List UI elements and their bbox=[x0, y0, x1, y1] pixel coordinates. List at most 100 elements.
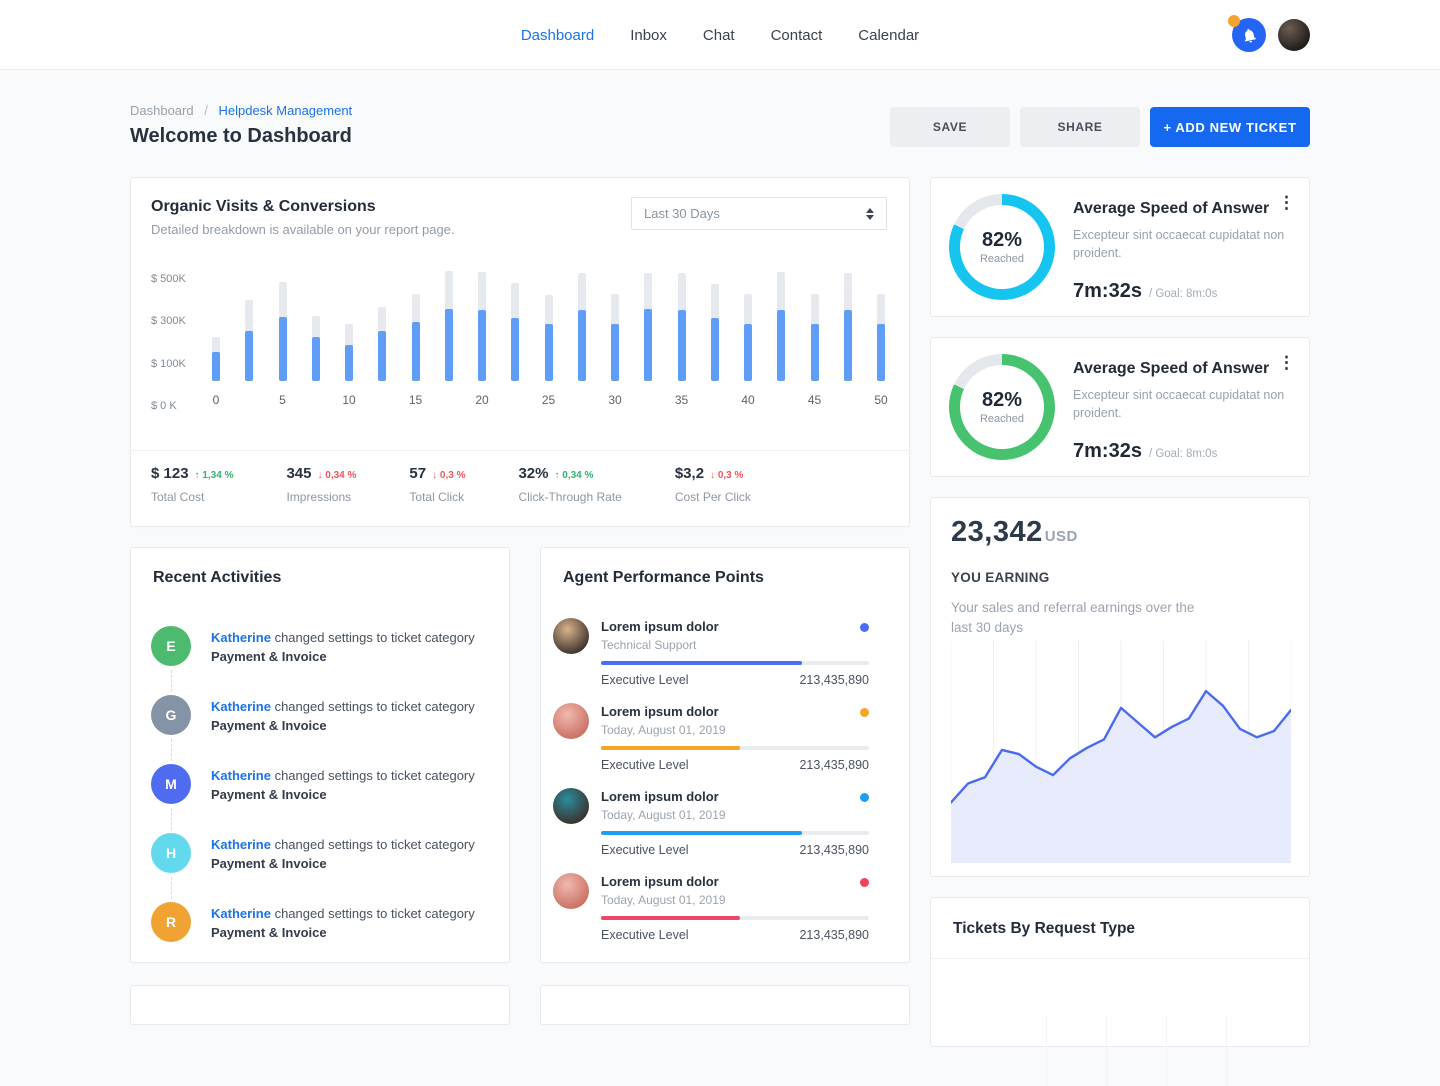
bar-total bbox=[345, 324, 353, 381]
tickets-title: Tickets By Request Type bbox=[953, 920, 1136, 937]
user-avatar[interactable] bbox=[1278, 19, 1310, 51]
divider bbox=[931, 958, 1309, 959]
donut-gauge: 82% Reached bbox=[949, 354, 1055, 460]
speed-card-description: Excepteur sint occaecat cupidatat non pr… bbox=[1073, 228, 1285, 260]
organic-card-subtitle: Detailed breakdown is available on your … bbox=[151, 222, 455, 237]
bar-value bbox=[278, 317, 287, 381]
bar-value bbox=[245, 331, 254, 381]
kpi-stat: $ 123 ↑ 1,34 % Total Cost bbox=[151, 465, 233, 504]
bar-value bbox=[444, 309, 453, 381]
x-axis-label: 50 bbox=[874, 393, 888, 407]
agent-level-label: Executive Level bbox=[601, 758, 689, 772]
agent-points: 213,435,890 bbox=[799, 928, 869, 942]
nav-item-inbox[interactable]: Inbox bbox=[630, 26, 667, 44]
agent-status-dot bbox=[860, 793, 869, 802]
bell-icon bbox=[1244, 28, 1256, 42]
bar-total bbox=[710, 284, 719, 381]
agent-subtitle: Today, August 01, 2019 bbox=[601, 808, 726, 822]
agent-points: 213,435,890 bbox=[799, 843, 869, 857]
bar-total bbox=[444, 271, 453, 381]
agent-points: 213,435,890 bbox=[799, 758, 869, 772]
activity-user-link[interactable]: Katherine bbox=[211, 768, 271, 783]
kpi-delta: ↓ 0,34 % bbox=[317, 470, 357, 481]
agent-level-label: Executive Level bbox=[601, 928, 689, 942]
bar-value bbox=[810, 324, 819, 381]
agent-performance-card: Agent Performance Points Lorem ipsum dol… bbox=[540, 547, 910, 963]
bar-total bbox=[843, 273, 852, 381]
breadcrumb-current[interactable]: Helpdesk Management bbox=[218, 103, 353, 118]
speed-card-title: Average Speed of Answer bbox=[1073, 200, 1270, 217]
date-range-select[interactable]: Last 30 Days bbox=[631, 197, 887, 230]
notification-dot bbox=[1228, 15, 1240, 27]
bar-total bbox=[378, 307, 387, 381]
agent-status-dot bbox=[860, 623, 869, 632]
agent-progress-fill bbox=[601, 831, 802, 835]
activity-avatar: R bbox=[151, 902, 191, 942]
bar-value bbox=[544, 324, 553, 381]
activity-text: Katherine changed settings to ticket cat… bbox=[211, 699, 475, 733]
activity-category: Payment & Invoice bbox=[211, 649, 327, 664]
earnings-description: Your sales and referral earnings over th… bbox=[951, 600, 1195, 635]
bar-total bbox=[744, 294, 752, 381]
activity-avatar: M bbox=[151, 764, 191, 804]
kpi-stat: 32% ↑ 0,34 % Click-Through Rate bbox=[518, 465, 621, 504]
agent-item: Lorem ipsum dolor Today, August 01, 2019 E… bbox=[553, 788, 869, 873]
agent-list: Lorem ipsum dolor Technical Support Execut… bbox=[553, 618, 869, 958]
date-range-value: Last 30 Days bbox=[644, 206, 720, 221]
save-button[interactable]: SAVE bbox=[890, 107, 1010, 147]
bar-total bbox=[511, 283, 520, 381]
answer-goal: / Goal: 8m:0s bbox=[1148, 448, 1218, 460]
activity-category: Payment & Invoice bbox=[211, 856, 327, 871]
agent-name: Lorem ipsum dolor bbox=[601, 874, 719, 889]
gridline bbox=[1106, 1016, 1107, 1086]
kpi-value: $3,2 bbox=[674, 465, 705, 482]
activity-user-link[interactable]: Katherine bbox=[211, 837, 271, 852]
kpi-label: Impressions bbox=[286, 490, 352, 504]
topbar-actions bbox=[1228, 0, 1310, 70]
nav-item-dashboard[interactable]: Dashboard bbox=[520, 26, 595, 44]
activity-user-link[interactable]: Katherine bbox=[211, 906, 271, 921]
agent-avatar-photo bbox=[553, 703, 589, 739]
partial-card bbox=[540, 985, 910, 1025]
y-axis-label: $ 500K bbox=[151, 273, 186, 285]
breadcrumb-separator: / bbox=[204, 103, 208, 118]
bar-value bbox=[411, 322, 420, 381]
add-new-ticket-button[interactable]: + ADD NEW TICKET bbox=[1150, 107, 1310, 147]
kebab-menu-icon[interactable]: ⋮ bbox=[1278, 353, 1295, 372]
agent-avatar-photo bbox=[553, 788, 589, 824]
tickets-by-request-type-card: Tickets By Request Type bbox=[930, 897, 1310, 1086]
x-axis-label: 0 bbox=[212, 393, 220, 407]
nav-item-contact[interactable]: Contact bbox=[770, 26, 823, 44]
earnings-area-chart bbox=[951, 641, 1291, 863]
x-axis-label: 15 bbox=[408, 393, 423, 407]
activity-item: H Katherine changed settings to ticket ca… bbox=[151, 833, 491, 902]
agent-points: 213,435,890 bbox=[799, 673, 869, 687]
activity-avatar: E bbox=[151, 626, 191, 666]
bar-value bbox=[843, 310, 852, 381]
activity-text: Katherine changed settings to ticket cat… bbox=[211, 768, 475, 802]
agent-avatar-photo bbox=[553, 618, 589, 654]
kebab-menu-icon[interactable]: ⋮ bbox=[1278, 193, 1295, 212]
activity-list: E Katherine changed settings to ticket ca… bbox=[151, 626, 491, 971]
y-axis-label: $ 300K bbox=[151, 315, 186, 328]
share-button[interactable]: SHARE bbox=[1020, 107, 1140, 147]
donut-gauge: 82% Reached bbox=[949, 194, 1055, 300]
agent-subtitle: Today, August 01, 2019 bbox=[601, 893, 726, 907]
page-content: Dashboard / Helpdesk Management Welcome … bbox=[130, 90, 1310, 1086]
nav-item-chat[interactable]: Chat bbox=[702, 26, 735, 44]
x-axis-label: 25 bbox=[541, 393, 556, 407]
organic-card-title: Organic Visits & Conversions bbox=[151, 198, 376, 215]
kpi-stats-row: $ 123 ↑ 1,34 % Total Cost 345 ↓ 0,34 % Impres… bbox=[151, 465, 751, 504]
activity-user-link[interactable]: Katherine bbox=[211, 630, 271, 645]
activities-title: Recent Activities bbox=[153, 569, 282, 586]
nav-item-calendar[interactable]: Calendar bbox=[858, 26, 920, 44]
bar-value bbox=[378, 331, 387, 381]
activity-user-link[interactable]: Katherine bbox=[211, 699, 271, 714]
kpi-delta: ↑ 0,34 % bbox=[554, 470, 594, 481]
select-arrows-icon bbox=[866, 207, 874, 220]
bar-total bbox=[311, 316, 320, 381]
earnings-amount: 23,342 bbox=[951, 516, 1043, 548]
breadcrumb-dashboard[interactable]: Dashboard bbox=[130, 103, 194, 118]
speed-card-title: Average Speed of Answer bbox=[1073, 360, 1270, 377]
notifications-button[interactable] bbox=[1228, 15, 1266, 52]
